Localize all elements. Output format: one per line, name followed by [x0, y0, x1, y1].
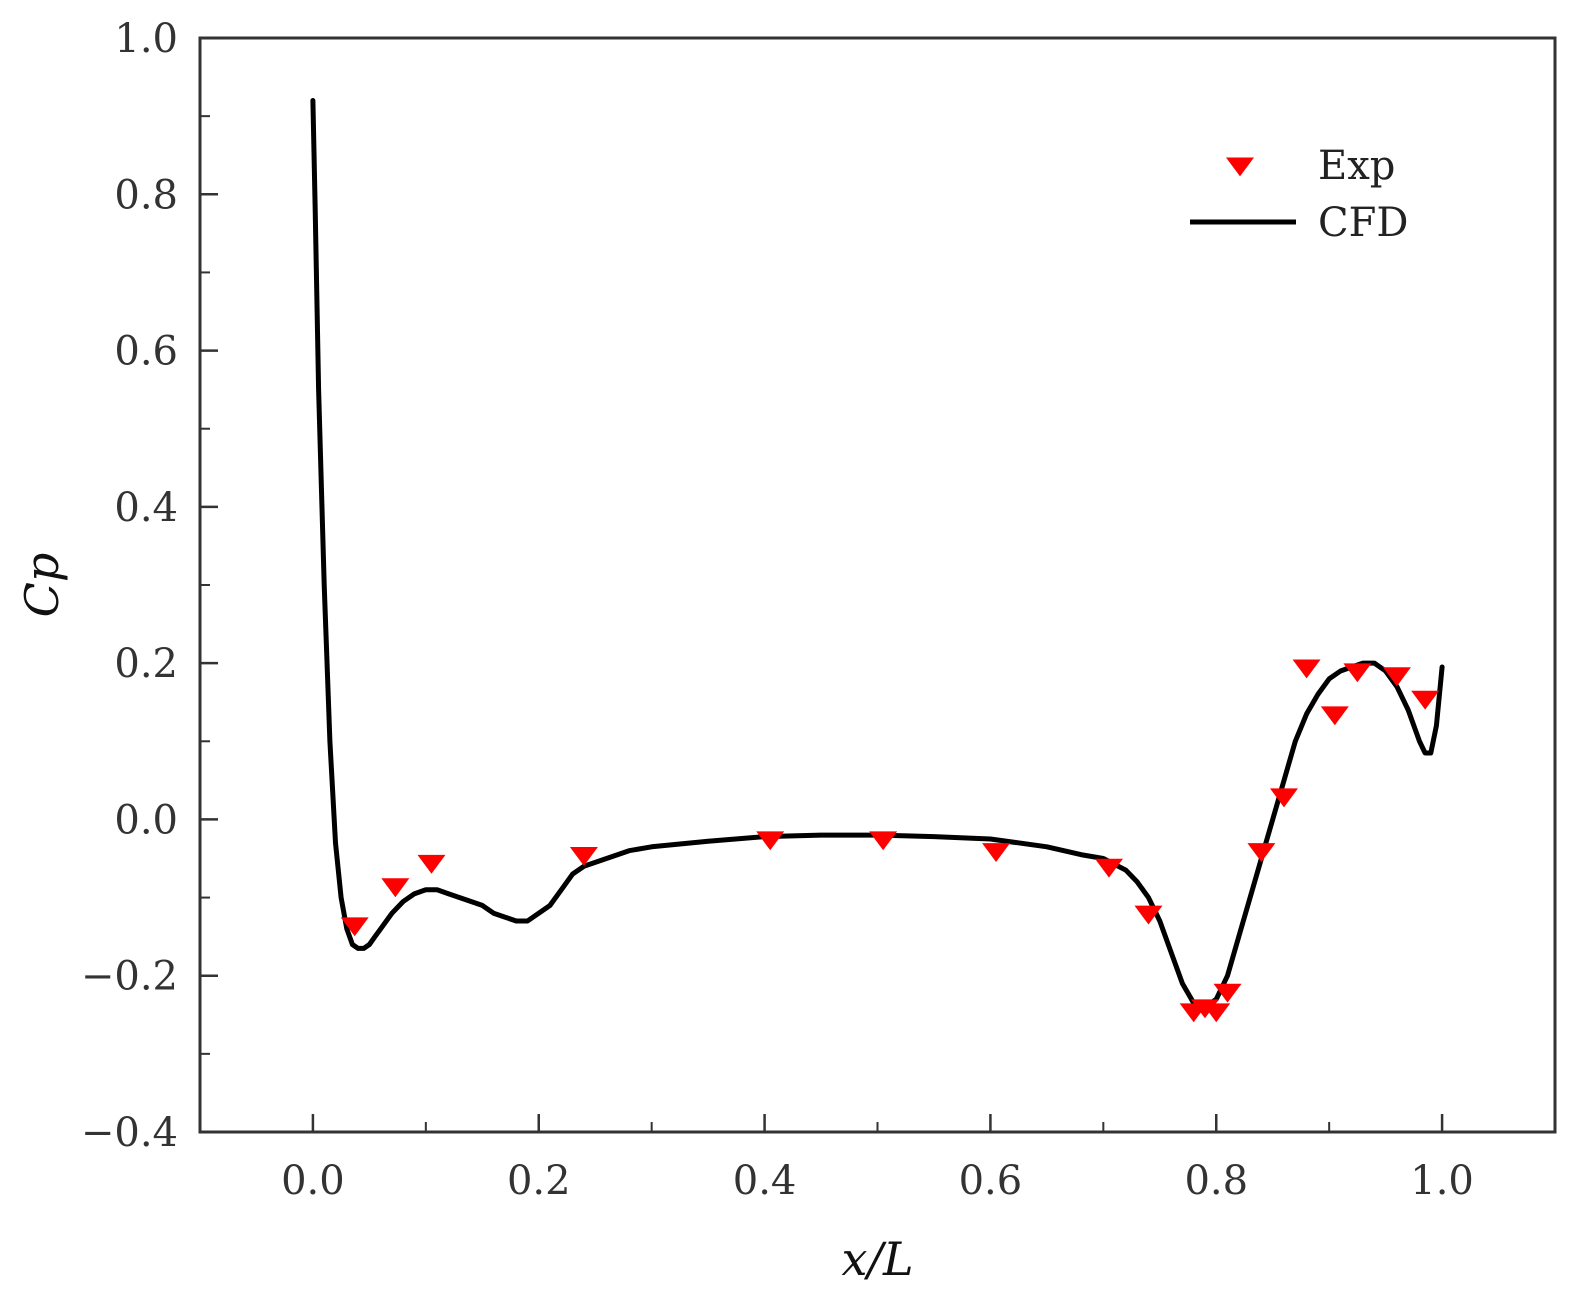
- y-axis-title: Cp: [15, 553, 69, 618]
- exp-data-point: [1247, 843, 1276, 863]
- legend-exp-marker: [1226, 157, 1254, 177]
- exp-data-point: [340, 917, 369, 937]
- exp-data-point: [1320, 706, 1349, 726]
- exp-data-point: [1094, 858, 1123, 878]
- x-tick-label: 0.2: [507, 1158, 571, 1204]
- exp-data-point: [381, 878, 410, 898]
- exp-data-point: [1411, 690, 1440, 710]
- x-tick-label: 0.0: [281, 1158, 345, 1204]
- exp-data-point: [1382, 667, 1411, 687]
- exp-data-point: [569, 847, 598, 866]
- y-tick-label: −0.4: [81, 1110, 178, 1156]
- exp-data-point: [982, 843, 1011, 863]
- legend-exp-label: Exp: [1318, 143, 1395, 189]
- exp-data-point: [1292, 659, 1321, 679]
- y-tick-label: 0.0: [114, 797, 178, 843]
- x-tick-label: 1.0: [1410, 1158, 1474, 1204]
- data-layer: [310, 98, 1445, 1023]
- exp-data-point: [1343, 663, 1372, 683]
- legend-exp-triangle: [1226, 157, 1254, 177]
- y-tick-label: 0.8: [114, 172, 178, 218]
- exp-data-point: [1134, 905, 1163, 925]
- exp-data-point: [417, 854, 446, 874]
- y-tick-label: 1.0: [114, 16, 178, 62]
- y-tick-label: −0.2: [81, 954, 178, 1000]
- exp-data-point: [1202, 1003, 1231, 1023]
- axis-ticks: 0.0 0.2 0.4 0.6 0.8 1.0 −0.4 −0.2 0.0 0.2 0.4 0.6 0.…: [81, 16, 1556, 1204]
- exp-data-point: [869, 831, 898, 851]
- x-tick-label: 0.4: [733, 1158, 797, 1204]
- x-axis-title: x/L: [842, 1232, 914, 1286]
- cfd-series-line: [310, 98, 1445, 1010]
- x-tick-label: 0.8: [1184, 1158, 1248, 1204]
- exp-data-point: [1213, 983, 1242, 1003]
- legend-cfd-label: CFD: [1318, 200, 1408, 246]
- y-tick-label: 0.6: [114, 329, 178, 375]
- x-tick-label: 0.6: [959, 1158, 1023, 1204]
- exp-data-point: [756, 831, 785, 851]
- legend: Exp CFD: [1190, 143, 1408, 246]
- exp-data-point: [1270, 788, 1298, 808]
- y-tick-label: 0.4: [114, 485, 178, 531]
- y-tick-label: 0.2: [114, 641, 178, 687]
